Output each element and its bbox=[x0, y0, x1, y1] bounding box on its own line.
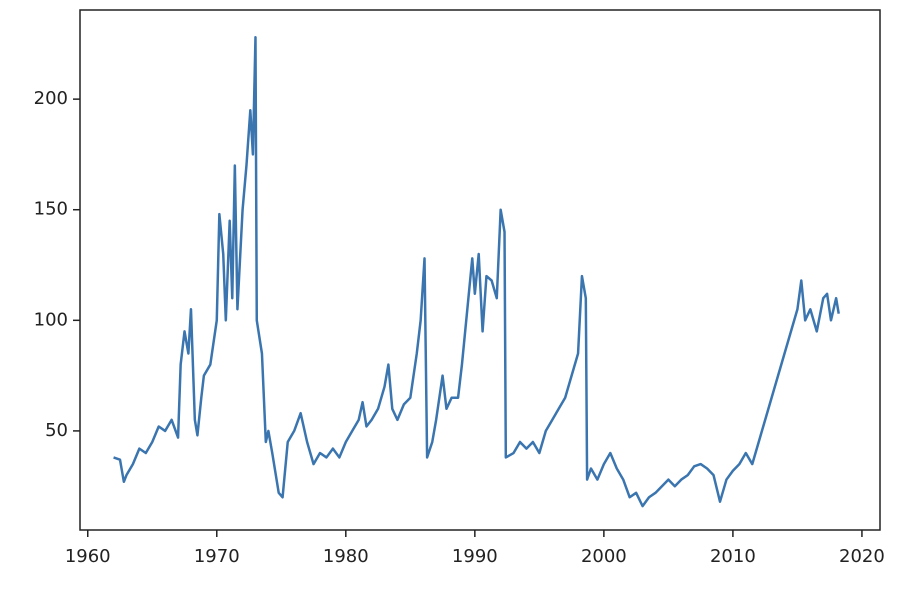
x-tick-label: 2010 bbox=[710, 546, 756, 567]
x-tick-label: 2000 bbox=[581, 546, 627, 567]
x-tick-label: 1970 bbox=[194, 546, 240, 567]
y-tick-label: 200 bbox=[34, 88, 68, 109]
x-tick-label: 1960 bbox=[65, 546, 111, 567]
x-tick-label: 1990 bbox=[452, 546, 498, 567]
y-tick-label: 150 bbox=[34, 199, 68, 220]
plot-frame bbox=[79, 9, 881, 531]
x-tick-label: 2020 bbox=[839, 546, 885, 567]
y-tick-label: 100 bbox=[34, 309, 68, 330]
data-line bbox=[113, 35, 840, 508]
y-tick-label: 50 bbox=[45, 420, 68, 441]
x-tick-label: 1980 bbox=[323, 546, 369, 567]
